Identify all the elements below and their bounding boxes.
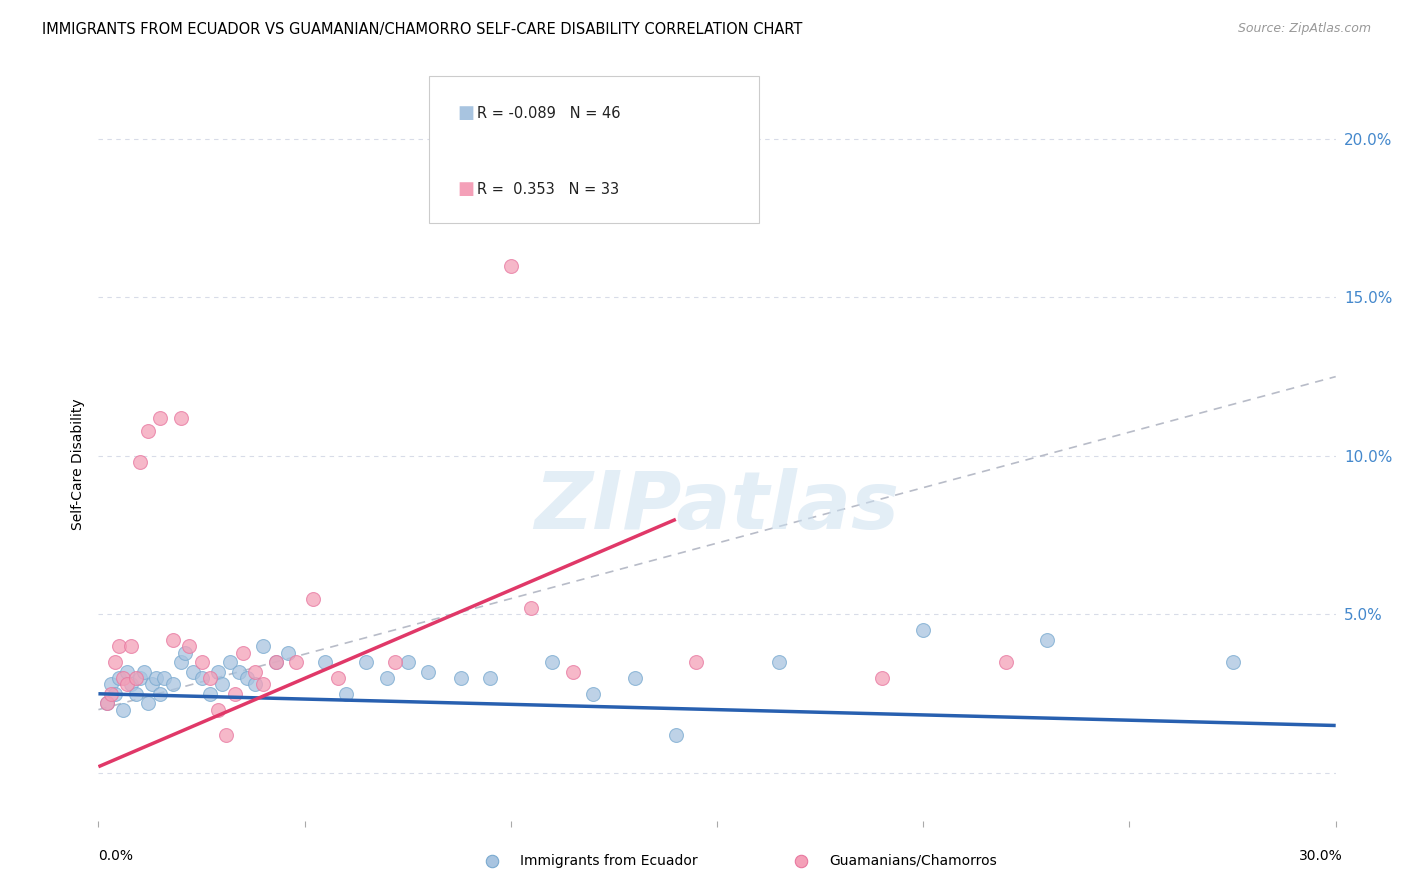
Point [219,655,242,669]
Point [149,687,172,701]
Point [541,655,564,669]
Point [96,696,118,710]
Point [149,410,172,425]
Point [228,665,250,679]
Point [136,424,159,438]
Point [1036,632,1059,647]
Point [285,655,308,669]
Point [128,455,150,469]
Point [145,671,167,685]
Point [326,671,349,685]
Point [211,677,233,691]
Text: Guamanians/Chamorros: Guamanians/Chamorros [830,854,997,868]
Point [207,703,229,717]
Text: 30.0%: 30.0% [1299,849,1343,863]
Point [685,655,707,669]
Point [224,687,246,701]
Point [132,665,155,679]
Text: Source: ZipAtlas.com: Source: ZipAtlas.com [1237,22,1371,36]
Text: ■: ■ [457,104,474,122]
Point [162,632,184,647]
Point [236,671,259,685]
Text: 0.0%: 0.0% [98,849,134,863]
Point [153,671,176,685]
Point [104,655,127,669]
Point [120,639,142,653]
Point [179,639,201,653]
Point [384,655,406,669]
Point [520,601,543,615]
Point [117,665,139,679]
Point [481,854,503,868]
Point [375,671,398,685]
Point [499,259,522,273]
Point [768,655,790,669]
Point [96,696,118,710]
Point [582,687,605,701]
Point [141,677,163,691]
Point [124,687,146,701]
Point [215,728,238,742]
Point [128,671,150,685]
Y-axis label: Self-Care Disability: Self-Care Disability [72,398,86,530]
Point [190,671,212,685]
Point [479,671,502,685]
Point [314,655,336,669]
Point [243,665,266,679]
Point [136,696,159,710]
Point [790,854,813,868]
Point [100,677,122,691]
Point [100,687,122,701]
Point [108,671,131,685]
Point [124,671,146,685]
Point [232,646,254,660]
Point [252,677,274,691]
Point [277,646,299,660]
Point [264,655,287,669]
Point [112,703,135,717]
Point [198,687,221,701]
Point [198,671,221,685]
Point [994,655,1017,669]
Text: Immigrants from Ecuador: Immigrants from Ecuador [520,854,697,868]
Point [396,655,419,669]
Text: R = -0.089   N = 46: R = -0.089 N = 46 [477,106,620,120]
Point [243,677,266,691]
Point [418,665,440,679]
Point [264,655,287,669]
Point [112,671,135,685]
Point [104,687,127,701]
Point [207,665,229,679]
Point [623,671,645,685]
Point [356,655,378,669]
Point [108,639,131,653]
Text: IMMIGRANTS FROM ECUADOR VS GUAMANIAN/CHAMORRO SELF-CARE DISABILITY CORRELATION C: IMMIGRANTS FROM ECUADOR VS GUAMANIAN/CHA… [42,22,803,37]
Point [117,677,139,691]
Point [170,410,193,425]
Point [190,655,212,669]
Point [181,665,204,679]
Text: ■: ■ [457,180,474,198]
Point [302,591,325,606]
Point [1222,655,1244,669]
Point [252,639,274,653]
Text: R =  0.353   N = 33: R = 0.353 N = 33 [477,182,619,196]
Point [335,687,357,701]
Point [665,728,688,742]
Point [170,655,193,669]
Point [561,665,583,679]
Point [912,624,935,638]
Point [120,677,142,691]
Point [870,671,893,685]
Point [174,646,197,660]
Point [450,671,472,685]
Point [162,677,184,691]
Text: ZIPatlas: ZIPatlas [534,467,900,546]
